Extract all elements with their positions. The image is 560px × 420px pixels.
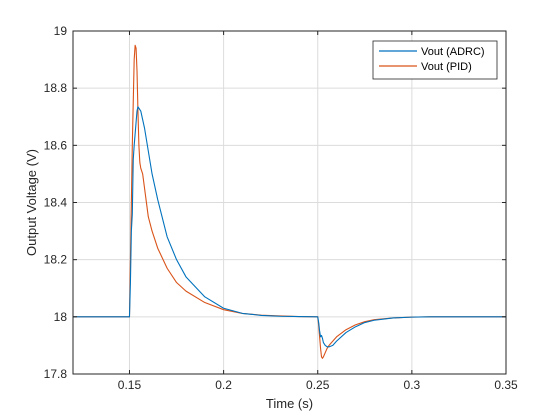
legend: Vout (ADRC) Vout (PID)	[372, 40, 498, 80]
series-lines	[73, 44, 506, 359]
y-tick-label: 18.6	[44, 138, 68, 152]
series-line-vout-adrc	[73, 106, 506, 348]
y-axis-label: Output Voltage (V)	[24, 149, 39, 256]
y-tick-label: 17.8	[44, 367, 68, 381]
x-tick-label: 0.2	[215, 378, 232, 392]
x-tick-label: 0.25	[306, 378, 330, 392]
axis-ticks	[73, 30, 507, 375]
y-tick-labels: 17.8 18 18.2 18.4 18.6 18.8 19	[44, 24, 68, 381]
y-tick-label: 18.4	[44, 196, 68, 210]
y-tick-label: 19	[54, 24, 68, 38]
legend-label: Vout (PID)	[421, 61, 472, 73]
y-tick-label: 18	[54, 310, 68, 324]
legend-label: Vout (ADRC)	[421, 46, 485, 58]
x-tick-label: 0.35	[494, 378, 518, 392]
legend-box	[372, 40, 498, 80]
x-tick-label: 0.15	[118, 378, 142, 392]
y-tick-label: 18.2	[44, 253, 68, 267]
x-tick-labels: 0.15 0.2 0.25 0.3 0.35	[118, 378, 518, 392]
x-axis-label: Time (s)	[266, 396, 313, 411]
grid-lines	[73, 30, 507, 375]
y-tick-label: 18.8	[44, 81, 68, 95]
x-tick-label: 0.3	[404, 378, 421, 392]
